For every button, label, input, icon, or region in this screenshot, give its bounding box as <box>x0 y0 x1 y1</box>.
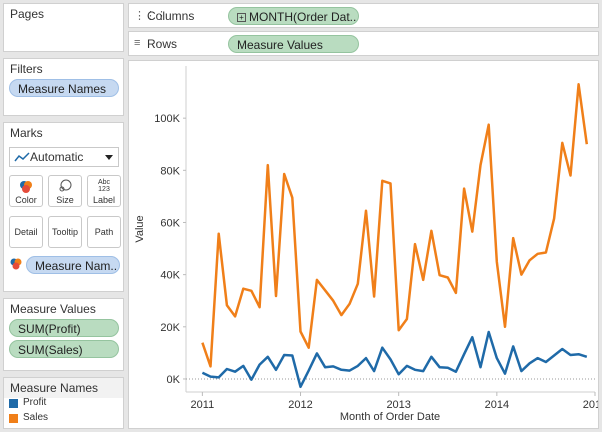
color-measure-names-pill[interactable]: Measure Nam.. <box>26 256 120 274</box>
legend-label-sales[interactable]: Sales <box>23 412 49 423</box>
x-ticks: 2011 2012 2013 2014 2015 <box>191 392 598 411</box>
size-button[interactable]: Size <box>48 175 82 207</box>
y-tick-label: 40K <box>160 270 180 282</box>
legend-swatch-profit <box>9 399 18 408</box>
size-button-label: Size <box>56 195 74 205</box>
series-line-profit[interactable] <box>201 330 588 389</box>
columns-icon: ⋮⋮⋮ <box>134 10 167 22</box>
y-tick-label: 20K <box>160 322 180 334</box>
mark-type-label: Automatic <box>30 150 84 164</box>
line-mark-icon <box>14 152 30 162</box>
columns-shelf[interactable]: ⋮⋮⋮ Columns + MONTH(Order Dat.. <box>128 3 599 28</box>
legend-title: Measure Names <box>4 378 123 398</box>
y-tick-label: 0K <box>167 374 181 386</box>
color-icon <box>20 181 32 193</box>
measure-value-pill[interactable]: SUM(Profit) <box>9 319 119 337</box>
label-button[interactable]: Abc 123 Label <box>87 175 121 207</box>
size-icon <box>59 179 72 192</box>
y-tick-label: 80K <box>160 165 180 177</box>
detail-button[interactable]: Detail <box>9 216 43 248</box>
series-line-sales[interactable] <box>201 83 589 368</box>
tooltip-button-label: Tooltip <box>51 227 78 237</box>
x-tick-label: 2011 <box>191 399 215 411</box>
label-icon: Abc 123 <box>97 179 111 193</box>
label-button-label: Label <box>92 195 116 205</box>
columns-month-pill-label: MONTH(Order Dat.. <box>249 10 357 24</box>
color-button[interactable]: Color <box>9 175 43 207</box>
x-tick-label: 2015 <box>583 399 598 411</box>
path-button-label: Path <box>94 227 114 237</box>
pages-title: Pages <box>10 7 45 21</box>
y-tick-label: 100K <box>154 113 180 125</box>
filters-title: Filters <box>10 62 43 76</box>
x-tick-label: 2012 <box>288 399 312 411</box>
x-tick-label: 2013 <box>386 399 410 411</box>
rows-measure-values-pill[interactable]: Measure Values <box>228 35 359 53</box>
expand-icon: + <box>237 13 246 22</box>
y-ticks: 0K 20K 40K 60K 80K 100K <box>154 113 186 386</box>
legend-swatch-sales <box>9 414 18 423</box>
legend-label-profit[interactable]: Profit <box>23 397 47 408</box>
detail-button-label: Detail <box>14 227 38 237</box>
rows-shelf[interactable]: ≡ Rows Measure Values <box>128 31 599 56</box>
y-tick-label: 60K <box>160 217 180 229</box>
path-button[interactable]: Path <box>87 216 121 248</box>
rows-icon: ≡ <box>134 37 141 49</box>
filter-measure-names-pill[interactable]: Measure Names <box>9 79 119 97</box>
filters-panel[interactable]: Filters Measure Names <box>3 58 124 116</box>
columns-month-pill[interactable]: + MONTH(Order Dat.. <box>228 7 359 25</box>
columns-label: Columns <box>147 9 195 23</box>
measure-values-panel: Measure Values SUM(Profit) SUM(Sales) <box>3 298 124 371</box>
series-group <box>201 83 589 389</box>
x-tick-label: 2014 <box>485 399 509 411</box>
mark-type-dropdown[interactable]: Automatic <box>9 147 119 167</box>
y-axis-title: Value <box>134 215 146 242</box>
color-button-label: Color <box>15 195 37 205</box>
x-axis-title: Month of Order Date <box>340 411 440 423</box>
rows-label: Rows <box>147 37 178 51</box>
measure-values-title: Measure Values <box>10 302 96 316</box>
chevron-down-icon <box>105 155 113 160</box>
marks-title: Marks <box>10 126 43 140</box>
marks-panel: Marks Automatic Color Size Abc 123 Label… <box>3 122 124 292</box>
color-field-icon <box>10 258 22 270</box>
measure-value-pill[interactable]: SUM(Sales) <box>9 340 119 358</box>
tooltip-button[interactable]: Tooltip <box>48 216 82 248</box>
measure-names-legend: Measure Names Profit Sales <box>3 377 124 429</box>
pages-panel[interactable]: Pages <box>3 3 124 52</box>
